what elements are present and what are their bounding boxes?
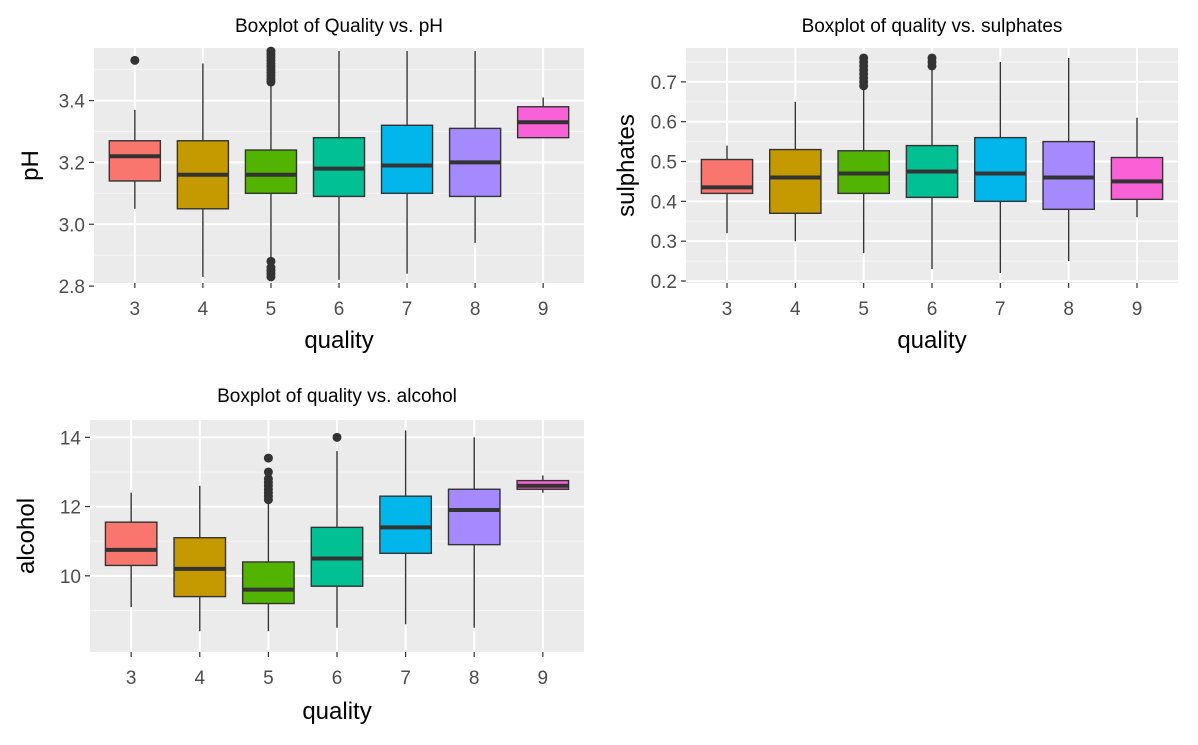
outlier-point: [266, 263, 276, 273]
y-tick-label: 12: [60, 498, 81, 519]
x-tick-label: 3: [130, 299, 141, 320]
outlier-point: [266, 256, 276, 266]
x-tick-label: 5: [266, 299, 277, 320]
box-3: [108, 55, 162, 209]
box-9: [1110, 117, 1164, 218]
box-iqr: [104, 521, 158, 567]
x-tick-label: 8: [469, 668, 480, 689]
box-6: [312, 51, 366, 280]
chart-title: Boxplot of Quality vs. pH: [235, 16, 443, 37]
box-iqr: [1110, 156, 1164, 201]
box-iqr: [241, 561, 295, 605]
outlier-point: [266, 46, 276, 56]
outlier-point: [263, 453, 273, 463]
y-tick-label: 3.2: [59, 153, 85, 174]
outlier-point: [927, 53, 937, 63]
box-3: [700, 145, 754, 234]
x-tick-label: 9: [538, 668, 549, 689]
x-tick-label: 6: [927, 299, 938, 320]
outlier-point: [130, 55, 140, 65]
box-5: [241, 453, 295, 632]
box-iqr: [447, 488, 501, 546]
box-3: [104, 492, 158, 607]
box-8: [1042, 57, 1095, 262]
y-tick-label: 0.3: [651, 232, 677, 253]
panel-2: 10 12 14 3 4 5 6 7 8 9 Boxplot of quality vs. alco…: [13, 386, 584, 725]
x-tick-label: 7: [995, 299, 1006, 320]
outlier-point: [859, 53, 869, 63]
y-tick-label: 0.6: [651, 113, 677, 134]
y-axis-title: alcohol: [13, 498, 40, 574]
panel-0: 2.8 3.0 3.2 3.4 3 4 5 6 7 8 9 Boxplot of Quality vs…: [17, 16, 584, 354]
box-7: [379, 430, 433, 625]
box-5: [244, 46, 298, 282]
box-iqr: [379, 495, 433, 555]
x-axis-title: quality: [897, 327, 966, 354]
x-tick-label: 5: [858, 299, 869, 320]
x-tick-label: 8: [470, 299, 481, 320]
box-8: [447, 437, 501, 628]
box-iqr: [244, 149, 298, 195]
x-tick-label: 9: [538, 299, 549, 320]
box-iqr: [769, 148, 822, 214]
box-7: [380, 51, 434, 274]
x-tick-label: 4: [790, 299, 801, 320]
x-tick-label: 7: [402, 299, 413, 320]
y-tick-label: 3.0: [59, 215, 85, 236]
y-tick-label: 0.2: [651, 272, 677, 293]
y-axis-title: pH: [17, 150, 44, 181]
y-tick-label: 3.4: [59, 92, 86, 113]
x-tick-label: 4: [194, 668, 205, 689]
x-tick-label: 3: [722, 299, 733, 320]
box-6: [310, 432, 364, 628]
box-iqr: [108, 140, 162, 182]
y-tick-label: 0.7: [651, 73, 677, 94]
box-9: [516, 97, 570, 139]
box-4: [176, 63, 230, 277]
x-tick-label: 9: [1132, 299, 1143, 320]
y-tick-label: 0.5: [651, 153, 677, 174]
y-axis-title: sulphates: [613, 114, 640, 217]
x-axis-title: quality: [304, 327, 373, 354]
chart-title: Boxplot of quality vs. sulphates: [802, 16, 1063, 37]
box-8: [448, 51, 502, 243]
x-axis-title: quality: [302, 698, 371, 725]
y-tick-label: 2.8: [59, 277, 85, 298]
box-4: [769, 101, 822, 242]
outlier-point: [263, 474, 273, 484]
outlier-point: [263, 467, 273, 477]
outlier-point: [332, 432, 342, 442]
chart-title: Boxplot of quality vs. alcohol: [217, 386, 457, 407]
y-tick-label: 10: [60, 567, 81, 588]
panel-1: 0.2 0.3 0.4 0.5 0.6 0.7 3 4 5 6 7 8 9 Boxplot of qual…: [613, 16, 1178, 354]
box-7: [974, 61, 1027, 274]
x-tick-label: 5: [263, 668, 274, 689]
x-tick-label: 6: [332, 668, 343, 689]
y-tick-label: 14: [60, 428, 82, 449]
x-tick-label: 3: [126, 668, 137, 689]
x-tick-label: 4: [198, 299, 209, 320]
x-tick-label: 8: [1063, 299, 1074, 320]
y-tick-label: 0.4: [651, 192, 678, 213]
box-iqr: [974, 136, 1027, 203]
box-9: [516, 475, 570, 493]
box-iqr: [380, 124, 434, 195]
box-4: [173, 485, 227, 632]
x-tick-label: 7: [400, 668, 411, 689]
box-5: [837, 53, 890, 254]
box-6: [905, 53, 959, 270]
x-tick-label: 6: [334, 299, 345, 320]
